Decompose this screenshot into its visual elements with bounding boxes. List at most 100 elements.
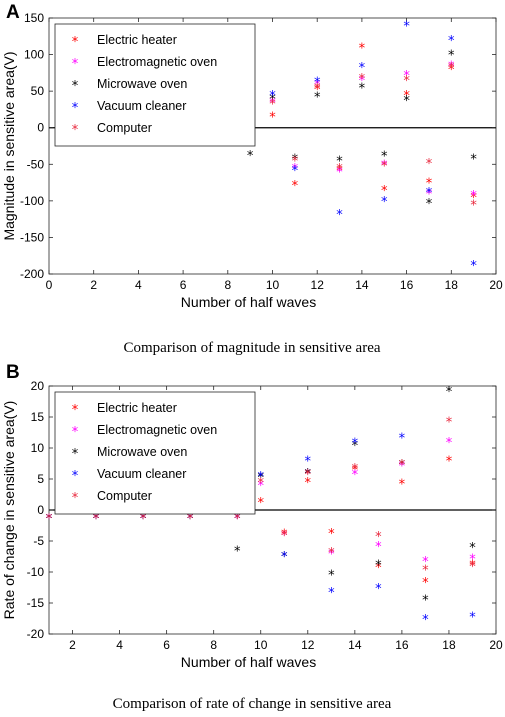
data-point: *: [328, 568, 335, 583]
data-point: *: [314, 90, 321, 105]
data-point: *: [470, 189, 477, 204]
data-point: *: [328, 586, 335, 601]
data-point: *: [446, 415, 453, 430]
data-point: *: [269, 111, 276, 126]
data-point: *: [399, 477, 406, 492]
legend-entry: Vacuum cleaner: [97, 99, 186, 113]
data-point: *: [470, 259, 477, 274]
data-point: *: [257, 470, 264, 485]
data-point: *: [470, 199, 477, 214]
data-point: *: [403, 74, 410, 89]
data-point: *: [336, 166, 343, 181]
data-point: *: [314, 78, 321, 93]
data-point: *: [292, 179, 299, 194]
chart-magnitude: 0 2 4 6 8 10 12 14 16 18 20 -200 -150 -100 -50 0 50 100 15…: [1, 11, 503, 310]
data-point: *: [470, 191, 477, 206]
data-point: *: [448, 34, 455, 49]
y-tick-label: -5: [33, 534, 44, 548]
data-point: *: [140, 512, 147, 527]
chart-rate-of-change: 2 4 6 8 10 12 14 16 18 20 -20 -15 -10 -5 0 5 10 15 20 Numbe…: [1, 379, 503, 670]
data-point: *: [336, 164, 343, 179]
y-tick-label: 150: [24, 11, 44, 25]
data-point: *: [448, 61, 455, 76]
data-point: *: [234, 512, 241, 527]
data-point: *: [448, 63, 455, 78]
data-point: *: [446, 454, 453, 469]
x-tick-label: 18: [442, 638, 456, 652]
data-point: *: [336, 162, 343, 177]
data-point: *: [381, 160, 388, 175]
y-axis-label: Magnitude in sensitive area(V): [1, 51, 17, 240]
data-point: *: [422, 613, 429, 628]
data-point: *: [352, 436, 359, 451]
data-point: *: [292, 155, 299, 170]
data-point: *: [305, 467, 312, 482]
data-point: *: [234, 512, 241, 527]
x-tick-label: 2: [90, 278, 97, 292]
legend-marker: *: [72, 469, 79, 484]
data-point: *: [281, 529, 288, 544]
data-point: *: [187, 512, 194, 527]
y-tick-label: 100: [24, 48, 44, 62]
data-point: *: [187, 512, 194, 527]
y-tick-label: 0: [37, 121, 44, 135]
data-point: *: [426, 197, 433, 212]
data-point: *: [399, 431, 406, 446]
data-point: *: [305, 468, 312, 483]
data-point: *: [422, 576, 429, 591]
data-point: *: [292, 152, 299, 167]
data-point: *: [269, 98, 276, 113]
legend-marker: *: [72, 101, 79, 116]
x-tick-label: 8: [224, 278, 231, 292]
legend-entry: Electric heater: [97, 33, 177, 47]
legend-entry: Microwave oven: [97, 77, 187, 91]
x-tick-label: 14: [355, 278, 369, 292]
data-point: *: [352, 462, 359, 477]
data-point: *: [422, 593, 429, 608]
data-point: *: [328, 527, 335, 542]
legend: * Electric heater * Electromagnetic oven * Mi…: [54, 23, 256, 147]
legend-marker: *: [72, 123, 79, 138]
x-tick-label: 20: [489, 278, 503, 292]
data-point: *: [281, 529, 288, 544]
data-point: *: [314, 76, 321, 91]
data-point: *: [375, 561, 382, 576]
data-point: *: [469, 559, 476, 574]
y-tick-label: -150: [20, 230, 44, 244]
data-point: *: [140, 512, 147, 527]
x-tick-label: 12: [311, 278, 325, 292]
legend-entry: Computer: [97, 121, 152, 135]
data-point: *: [426, 157, 433, 172]
x-tick-label: 10: [266, 278, 280, 292]
y-tick-label: -10: [27, 565, 45, 579]
data-point: *: [46, 512, 53, 527]
data-point: *: [399, 458, 406, 473]
data-point: *: [305, 476, 312, 491]
data-point: *: [359, 81, 366, 96]
data-point: *: [336, 208, 343, 223]
data-point: *: [257, 476, 264, 491]
data-point: *: [328, 547, 335, 562]
data-point: *: [234, 512, 241, 527]
data-point: *: [46, 512, 53, 527]
data-point: *: [247, 149, 254, 164]
legend-marker: *: [72, 57, 79, 72]
data-point: *: [305, 454, 312, 469]
legend: * Electric heater * Electromagnetic oven * Mi…: [54, 391, 256, 515]
y-tick-label: -15: [27, 596, 45, 610]
data-point: *: [305, 467, 312, 482]
legend-marker: *: [72, 79, 79, 94]
legend-entry: Vacuum cleaner: [97, 467, 186, 481]
panel-label-a: A: [6, 2, 20, 23]
data-point: *: [446, 436, 453, 451]
x-tick-label: 20: [489, 638, 503, 652]
x-tick-label: 14: [348, 638, 362, 652]
data-point: *: [140, 512, 147, 527]
data-point: *: [381, 195, 388, 210]
y-tick-label: 0: [37, 503, 44, 517]
legend-marker: *: [72, 403, 79, 418]
data-point: *: [422, 555, 429, 570]
data-point: *: [140, 512, 147, 527]
x-axis-label: Number of half waves: [181, 294, 316, 310]
